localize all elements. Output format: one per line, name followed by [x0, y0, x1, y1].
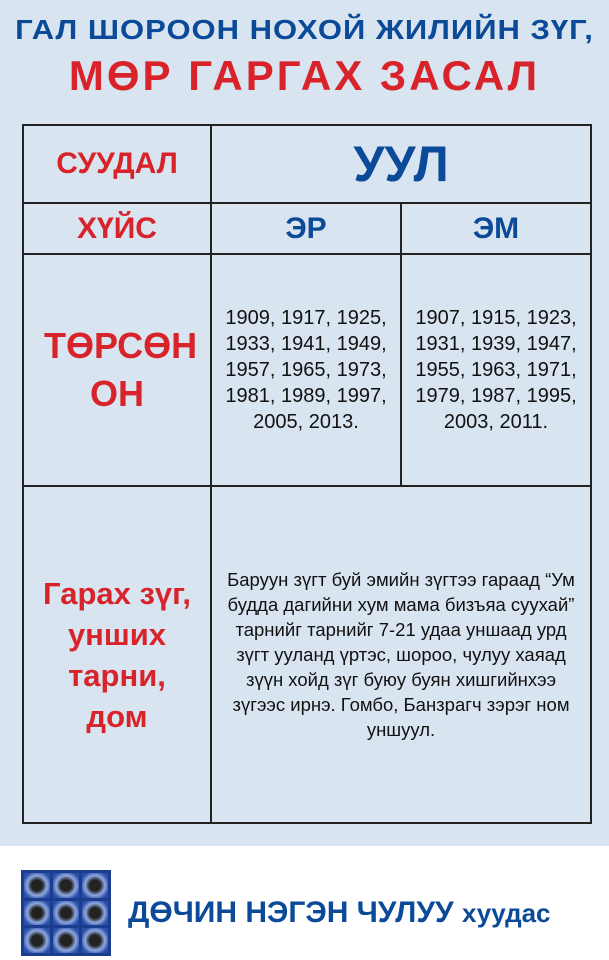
- female-years: 1907, 1915, 1923, 1931, 1939, 1947, 1955…: [399, 253, 593, 487]
- gender-label: ХҮЙС: [22, 202, 212, 255]
- footer-brand: ДӨЧИН НЭГЭН ЧУЛУУ хуудас: [128, 896, 551, 930]
- male-header: ЭР: [210, 202, 402, 255]
- shadow-value: УУЛ: [209, 124, 593, 204]
- title-line-2: МӨР ГАРГАХ ЗАСАЛ: [68, 52, 541, 99]
- stones-logo-icon: [21, 870, 111, 956]
- brand-name: ДӨЧИН НЭГЭН ЧУЛУУ: [128, 896, 454, 929]
- exit-direction-text: Баруун зүгт буй эмийн зүгтээ гараад “Ум …: [209, 485, 593, 824]
- male-years: 1909, 1917, 1925, 1933, 1941, 1949, 1957…: [210, 253, 402, 487]
- birth-year-label: ТӨРСӨН ОН: [22, 253, 212, 487]
- shadow-label: СУУДАЛ: [22, 124, 212, 204]
- info-table: СУУДАЛ УУЛ ХҮЙС ЭР ЭМ ТӨРСӨН ОН 1909, 19…: [22, 124, 593, 824]
- brand-suffix: хуудас: [462, 898, 551, 928]
- footer: ДӨЧИН НЭГЭН ЧУЛУУ хуудас: [0, 846, 609, 960]
- title-line-1: ГАЛ ШОРООН НОХОЙ ЖИЛИЙН ЗҮГ,: [15, 13, 594, 46]
- female-header: ЭМ: [399, 202, 593, 255]
- exit-direction-label: Гарах зүг, унших тарни, дом: [22, 485, 212, 824]
